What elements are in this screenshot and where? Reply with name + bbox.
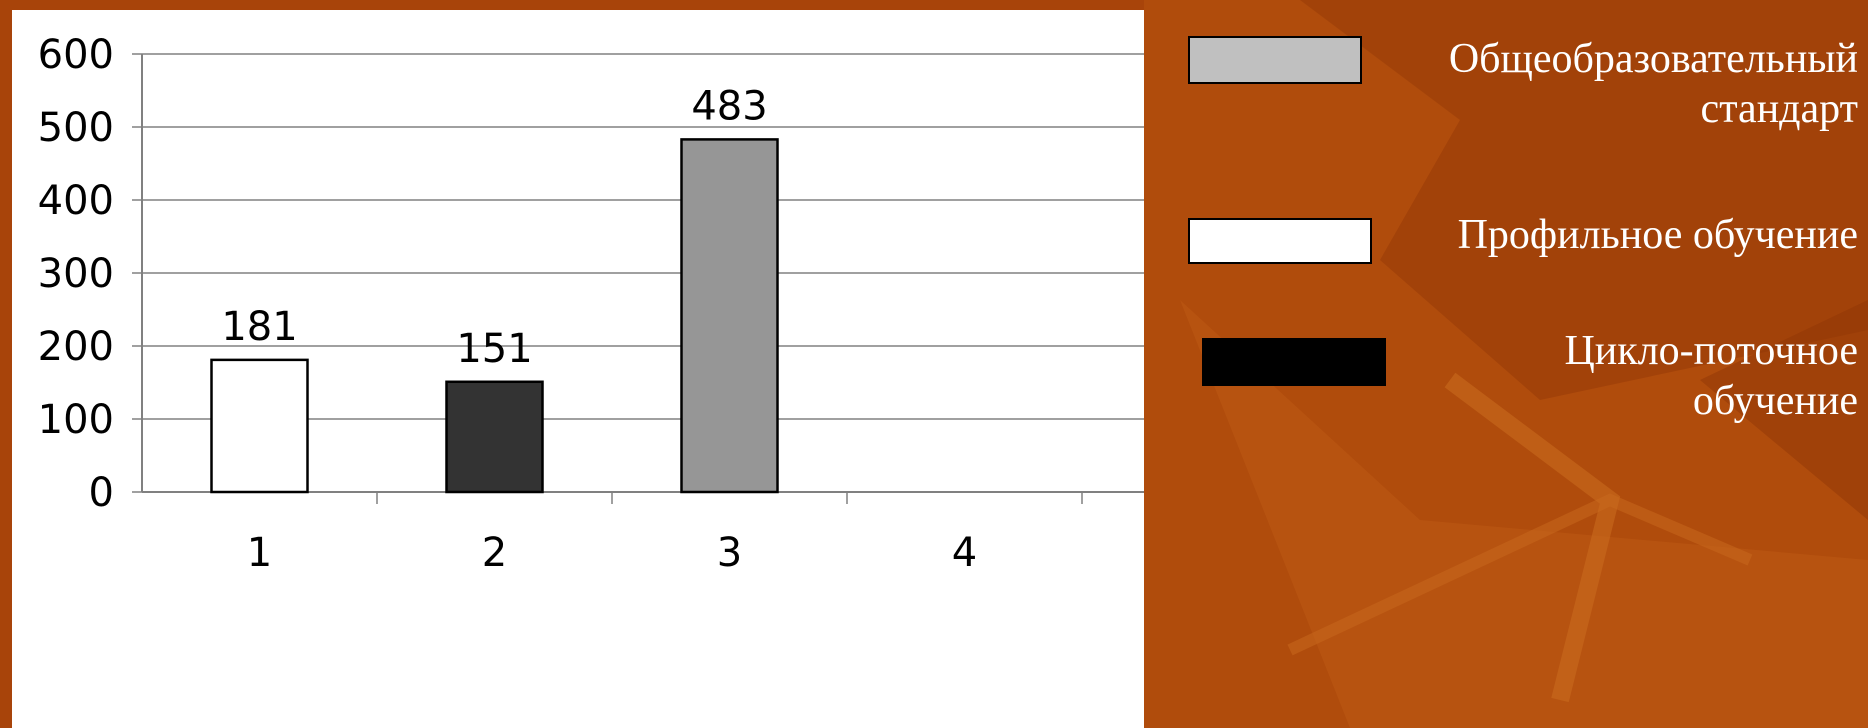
legend-label-line: обучение (1692, 378, 1858, 424)
bar (210, 358, 309, 494)
legend-label-line: Профильное обучение (1457, 212, 1858, 258)
y-tick-label: 200 (38, 324, 114, 370)
chart-legend: Общеобразовательный стандарт Профильное … (1144, 0, 1868, 728)
legend-label-general-standard: Общеобразовательный стандарт (1449, 34, 1858, 134)
y-tick-label: 600 (38, 32, 114, 78)
y-tick-label: 500 (38, 105, 114, 151)
y-tick-label: 400 (38, 178, 114, 224)
x-tick-label: 4 (952, 530, 977, 576)
bar (680, 138, 779, 494)
data-label: 151 (456, 326, 532, 372)
y-tick-label: 300 (38, 251, 114, 297)
y-tick-label: 100 (38, 397, 114, 443)
legend-label-profile-education: Профильное обучение (1458, 210, 1858, 260)
bar (445, 380, 544, 494)
chart-plot-panel: 0 100 200 300 400 500 600 1 181 2 151 3 483 4 (12, 10, 1144, 728)
x-tick-label: 1 (247, 530, 272, 576)
legend-swatch-general-standard (1188, 36, 1362, 84)
legend-swatch-profile-education (1188, 218, 1372, 264)
legend-label-line: Общеобразовательный (1448, 36, 1858, 82)
legend-label-line: стандарт (1700, 86, 1858, 132)
y-tick-label: 0 (89, 470, 114, 516)
x-tick-label: 3 (717, 530, 742, 576)
data-label: 181 (221, 304, 297, 350)
legend-swatch-cyclic-flow-education (1202, 338, 1386, 386)
data-label: 483 (691, 83, 767, 129)
legend-label-line: Цикло-поточное (1564, 328, 1858, 374)
bar-chart: 0 100 200 300 400 500 600 1 181 2 151 3 483 4 (38, 32, 1144, 576)
x-tick-label: 2 (482, 530, 507, 576)
legend-label-cyclic-flow-education: Цикло-поточное обучение (1564, 326, 1858, 426)
